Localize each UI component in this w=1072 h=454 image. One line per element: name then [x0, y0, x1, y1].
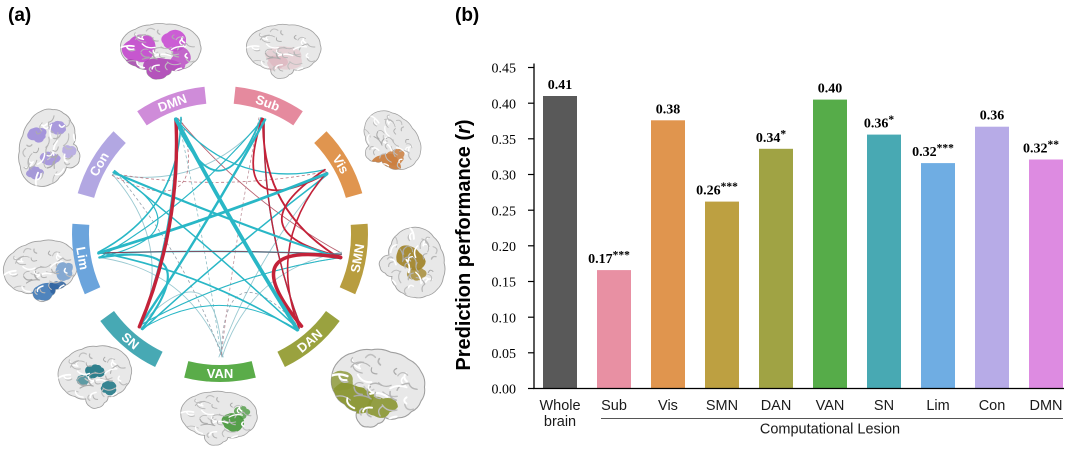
svg-text:0.35: 0.35 [492, 133, 517, 148]
svg-text:brain: brain [544, 414, 576, 430]
svg-text:(b): (b) [455, 5, 479, 26]
svg-text:Whole: Whole [539, 398, 580, 414]
svg-text:0.26***: 0.26*** [696, 181, 738, 199]
svg-text:Vis: Vis [658, 398, 678, 414]
svg-text:0.38: 0.38 [656, 102, 681, 117]
svg-text:0.40: 0.40 [818, 82, 843, 97]
svg-text:0.15: 0.15 [492, 276, 517, 291]
svg-text:0.30: 0.30 [492, 169, 517, 184]
svg-text:0.10: 0.10 [492, 311, 517, 326]
svg-text:0.41: 0.41 [548, 78, 573, 93]
svg-text:VAN: VAN [207, 366, 233, 381]
svg-text:SN: SN [874, 398, 894, 414]
svg-text:(a): (a) [8, 5, 31, 26]
svg-text:Sub: Sub [601, 398, 627, 414]
svg-text:DAN: DAN [761, 398, 792, 414]
svg-text:0.05: 0.05 [492, 347, 517, 362]
svg-text:0.40: 0.40 [492, 97, 517, 112]
svg-text:0.36: 0.36 [980, 109, 1005, 124]
svg-text:SMN: SMN [706, 398, 738, 414]
svg-text:0.00: 0.00 [492, 383, 517, 398]
svg-text:0.25: 0.25 [492, 204, 517, 219]
svg-text:0.17***: 0.17*** [588, 250, 630, 268]
svg-text:DMN: DMN [1029, 398, 1062, 414]
svg-text:0.32***: 0.32*** [912, 143, 954, 161]
svg-text:0.36*: 0.36* [864, 114, 895, 132]
svg-text:Con: Con [979, 398, 1006, 414]
svg-text:0.34*: 0.34* [756, 128, 787, 146]
svg-text:0.32**: 0.32** [1023, 139, 1059, 157]
svg-text:Computational Lesion: Computational Lesion [760, 422, 900, 438]
svg-text:VAN: VAN [816, 398, 845, 414]
svg-text:Sub: Sub [254, 92, 282, 115]
svg-text:0.45: 0.45 [492, 62, 517, 77]
svg-text:Lim: Lim [73, 246, 92, 271]
svg-text:Prediction performance (r): Prediction performance (r) [453, 119, 475, 370]
svg-text:Lim: Lim [926, 398, 949, 414]
svg-text:SMN: SMN [348, 243, 368, 274]
svg-text:0.20: 0.20 [492, 240, 517, 255]
